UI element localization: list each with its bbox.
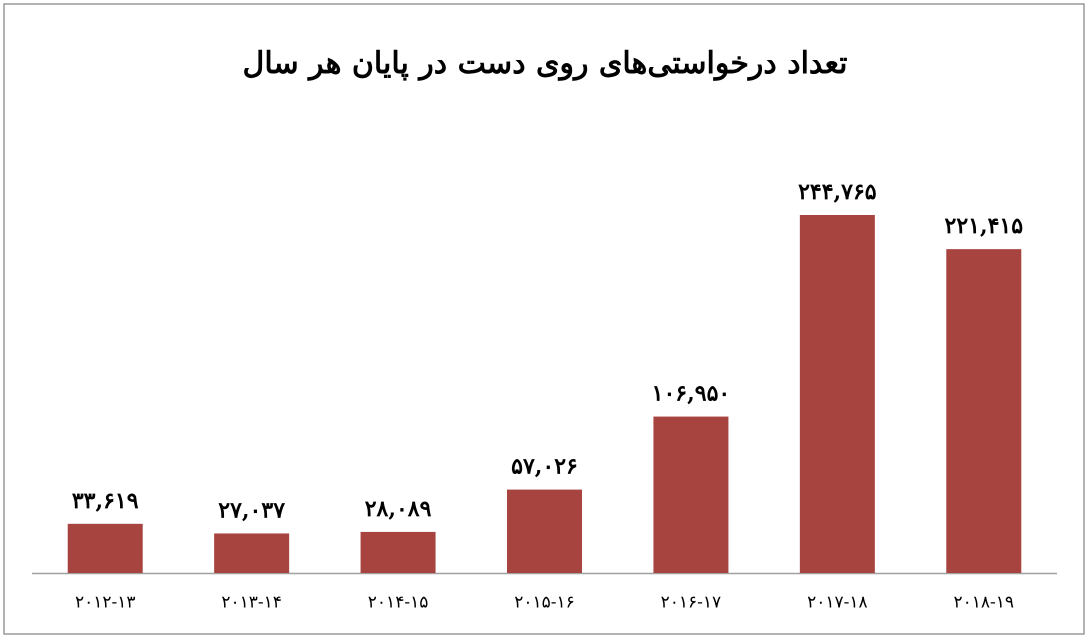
bar bbox=[507, 489, 582, 573]
data-label: ۲۷,۰۳۷ bbox=[218, 497, 285, 523]
chart-title: تعداد درخواستی‌های روی دست در پایان هر س… bbox=[243, 46, 848, 82]
x-tick-label: ۲۰۱۴-۱۵ bbox=[368, 593, 429, 613]
data-label: ۵۷,۰۲۶ bbox=[511, 454, 578, 480]
x-tick-label: ۲۰۱۷-۱۸ bbox=[807, 593, 868, 613]
data-label: ۱۰۶,۹۵۰ bbox=[652, 381, 731, 407]
bar bbox=[799, 215, 875, 573]
data-label: ۲۲۱,۴۱۵ bbox=[945, 213, 1024, 239]
x-tick-label: ۲۰۱۶-۱۷ bbox=[661, 593, 722, 613]
bar bbox=[360, 531, 436, 573]
bar bbox=[214, 533, 290, 573]
data-label: ۳۳,۶۱۹ bbox=[72, 488, 139, 514]
bar bbox=[67, 523, 143, 573]
data-label: ۲۸,۰۸۹ bbox=[365, 496, 432, 522]
bar bbox=[653, 416, 729, 573]
x-tick-label: ۲۰۱۵-۱۶ bbox=[514, 593, 575, 613]
x-tick-label: ۲۰۱۸-۱۹ bbox=[954, 593, 1015, 613]
x-tick-label: ۲۰۱۲-۱۳ bbox=[75, 593, 136, 613]
data-label: ۲۴۴,۷۶۵ bbox=[798, 179, 877, 205]
bar bbox=[946, 249, 1022, 573]
x-tick-label: ۲۰۱۳-۱۴ bbox=[221, 593, 282, 613]
